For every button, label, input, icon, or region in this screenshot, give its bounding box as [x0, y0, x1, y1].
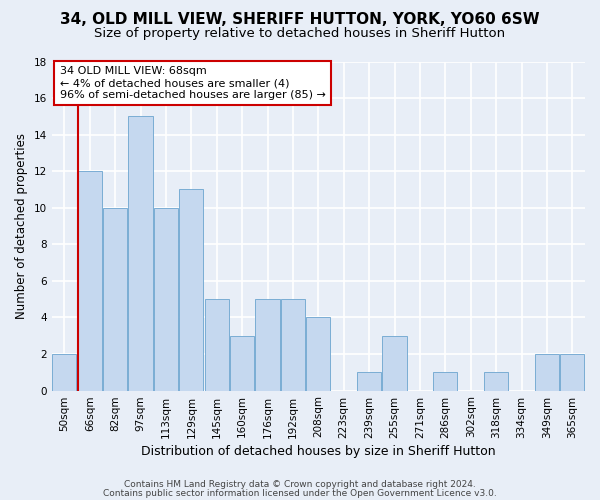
Bar	[281, 299, 305, 390]
Bar	[205, 299, 229, 390]
Bar	[484, 372, 508, 390]
Bar	[535, 354, 559, 391]
Y-axis label: Number of detached properties: Number of detached properties	[15, 133, 28, 319]
Bar	[77, 171, 102, 390]
Bar	[256, 299, 280, 390]
Text: Contains HM Land Registry data © Crown copyright and database right 2024.: Contains HM Land Registry data © Crown c…	[124, 480, 476, 489]
Bar	[306, 318, 331, 390]
Text: 34 OLD MILL VIEW: 68sqm
← 4% of detached houses are smaller (4)
96% of semi-deta: 34 OLD MILL VIEW: 68sqm ← 4% of detached…	[59, 66, 326, 100]
Bar	[103, 208, 127, 390]
Bar	[179, 190, 203, 390]
Text: 34, OLD MILL VIEW, SHERIFF HUTTON, YORK, YO60 6SW: 34, OLD MILL VIEW, SHERIFF HUTTON, YORK,…	[60, 12, 540, 28]
Bar	[230, 336, 254, 390]
X-axis label: Distribution of detached houses by size in Sheriff Hutton: Distribution of detached houses by size …	[141, 444, 496, 458]
Text: Size of property relative to detached houses in Sheriff Hutton: Size of property relative to detached ho…	[94, 28, 506, 40]
Bar	[154, 208, 178, 390]
Bar	[128, 116, 152, 390]
Bar	[560, 354, 584, 391]
Bar	[382, 336, 407, 390]
Bar	[433, 372, 457, 390]
Text: Contains public sector information licensed under the Open Government Licence v3: Contains public sector information licen…	[103, 489, 497, 498]
Bar	[52, 354, 76, 391]
Bar	[357, 372, 381, 390]
